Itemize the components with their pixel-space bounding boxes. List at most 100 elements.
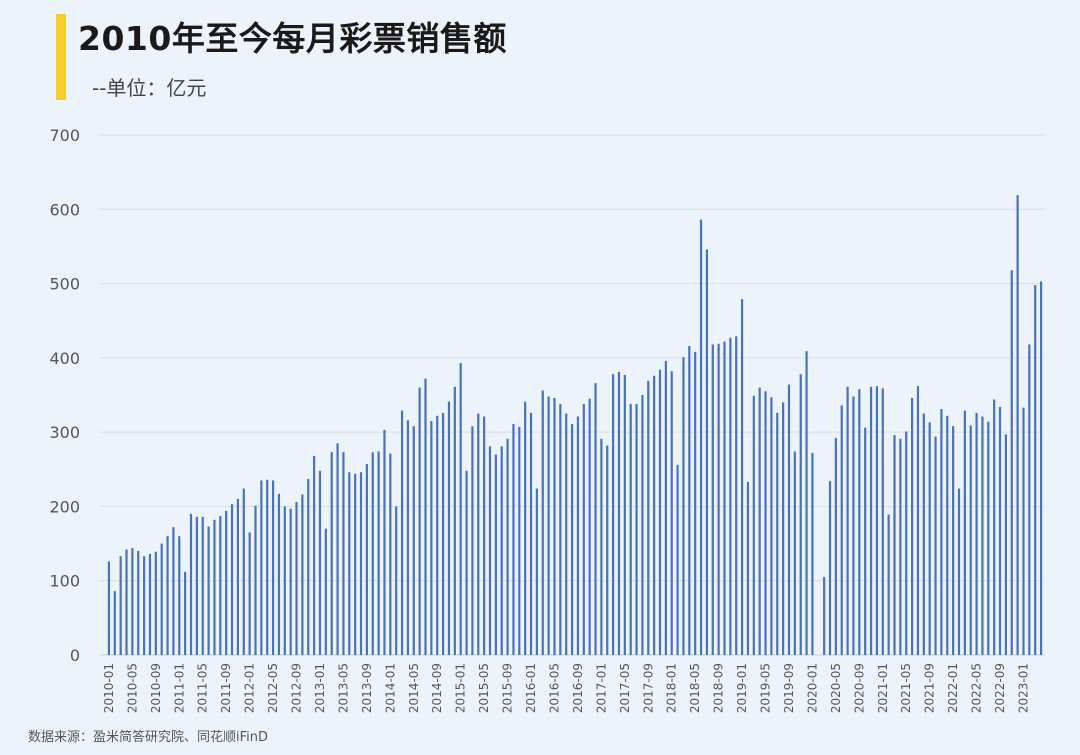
data-source-note: 数据来源：盈米简答研究院、同花顺iFinD bbox=[28, 730, 269, 745]
bar bbox=[389, 453, 392, 655]
bar bbox=[612, 374, 615, 655]
bar bbox=[694, 351, 697, 655]
bar bbox=[905, 431, 908, 655]
bar bbox=[600, 438, 603, 655]
bar bbox=[629, 403, 632, 655]
bar bbox=[541, 390, 544, 655]
bar bbox=[893, 435, 896, 655]
bar bbox=[201, 516, 204, 655]
x-tick-label: 2021-05 bbox=[899, 663, 913, 713]
bar bbox=[653, 375, 656, 655]
x-tick-label: 2021-09 bbox=[923, 663, 937, 713]
x-tick-label: 2015-09 bbox=[501, 663, 515, 713]
bar bbox=[377, 451, 380, 655]
bar bbox=[910, 397, 914, 655]
x-tick-label: 2010-05 bbox=[125, 663, 139, 713]
bar bbox=[787, 384, 791, 655]
bar bbox=[553, 397, 556, 655]
bar bbox=[623, 374, 626, 655]
bar bbox=[313, 455, 316, 655]
bar bbox=[957, 488, 961, 655]
x-tick-label: 2018-05 bbox=[688, 663, 702, 713]
bar bbox=[881, 388, 884, 655]
bar bbox=[869, 386, 873, 655]
bar bbox=[518, 426, 521, 655]
bar bbox=[647, 380, 650, 655]
y-tick-label: 400 bbox=[49, 349, 80, 368]
x-tick-label: 2011-09 bbox=[219, 663, 233, 713]
bar bbox=[400, 410, 404, 655]
bar bbox=[307, 478, 310, 655]
x-tick-label: 2012-01 bbox=[243, 663, 257, 713]
bar bbox=[266, 479, 269, 655]
bar bbox=[318, 470, 322, 655]
bar bbox=[260, 480, 263, 655]
x-tick-label: 2017-05 bbox=[618, 663, 632, 713]
bar bbox=[348, 472, 351, 655]
bar bbox=[324, 528, 327, 655]
y-tick-label: 0 bbox=[70, 646, 80, 665]
bar bbox=[336, 443, 339, 655]
bar bbox=[752, 395, 755, 655]
x-tick-label: 2020-01 bbox=[805, 663, 819, 713]
x-tick-label: 2016-05 bbox=[548, 663, 562, 713]
bar bbox=[1022, 407, 1025, 655]
bar bbox=[987, 421, 990, 655]
bar bbox=[189, 513, 193, 655]
bar bbox=[418, 387, 421, 655]
bar bbox=[887, 514, 890, 655]
x-tick-label: 2016-09 bbox=[571, 663, 585, 713]
bar bbox=[277, 493, 281, 655]
bar bbox=[225, 510, 228, 655]
bar bbox=[430, 421, 433, 655]
bar bbox=[500, 446, 503, 655]
bar bbox=[582, 403, 585, 655]
bar bbox=[940, 409, 943, 655]
bar bbox=[1039, 281, 1043, 655]
bar bbox=[711, 344, 714, 655]
bar bbox=[219, 516, 222, 655]
x-tick-label: 2019-01 bbox=[735, 663, 749, 713]
x-tick-label: 2015-05 bbox=[477, 663, 491, 713]
x-tick-label: 2017-09 bbox=[641, 663, 655, 713]
bar bbox=[342, 452, 345, 655]
bar bbox=[828, 481, 832, 655]
bar bbox=[547, 396, 550, 655]
bar bbox=[617, 371, 621, 655]
bar bbox=[477, 413, 480, 655]
bar bbox=[922, 413, 925, 655]
bar bbox=[236, 499, 240, 655]
bar bbox=[993, 399, 996, 655]
bar bbox=[483, 416, 486, 655]
chart-title: 2010年至今每月彩票销售额 bbox=[78, 19, 507, 58]
bar bbox=[746, 481, 750, 655]
bar bbox=[107, 561, 111, 655]
bar bbox=[682, 357, 685, 655]
bar bbox=[283, 506, 286, 655]
x-tick-label: 2019-05 bbox=[759, 663, 773, 713]
bar bbox=[330, 452, 333, 655]
bar bbox=[875, 386, 879, 655]
bar bbox=[952, 426, 955, 655]
bar bbox=[735, 336, 738, 655]
bar bbox=[916, 386, 920, 655]
bar bbox=[594, 383, 597, 655]
x-tick-label: 2013-05 bbox=[336, 663, 350, 713]
bar bbox=[705, 249, 709, 655]
y-tick-label: 100 bbox=[49, 572, 80, 591]
bar bbox=[195, 516, 198, 655]
x-tick-label: 2022-05 bbox=[970, 663, 984, 713]
x-tick-label: 2010-09 bbox=[149, 663, 163, 713]
bar bbox=[125, 549, 128, 655]
bar bbox=[488, 446, 492, 655]
bar bbox=[512, 423, 515, 655]
bar bbox=[506, 438, 509, 655]
bar bbox=[793, 451, 796, 655]
x-tick-label: 2021-01 bbox=[876, 663, 890, 713]
x-tick-label: 2018-01 bbox=[665, 663, 679, 713]
bar bbox=[447, 401, 451, 655]
bar bbox=[688, 345, 691, 655]
x-tick-label: 2010-01 bbox=[102, 663, 116, 713]
bar bbox=[834, 438, 837, 655]
